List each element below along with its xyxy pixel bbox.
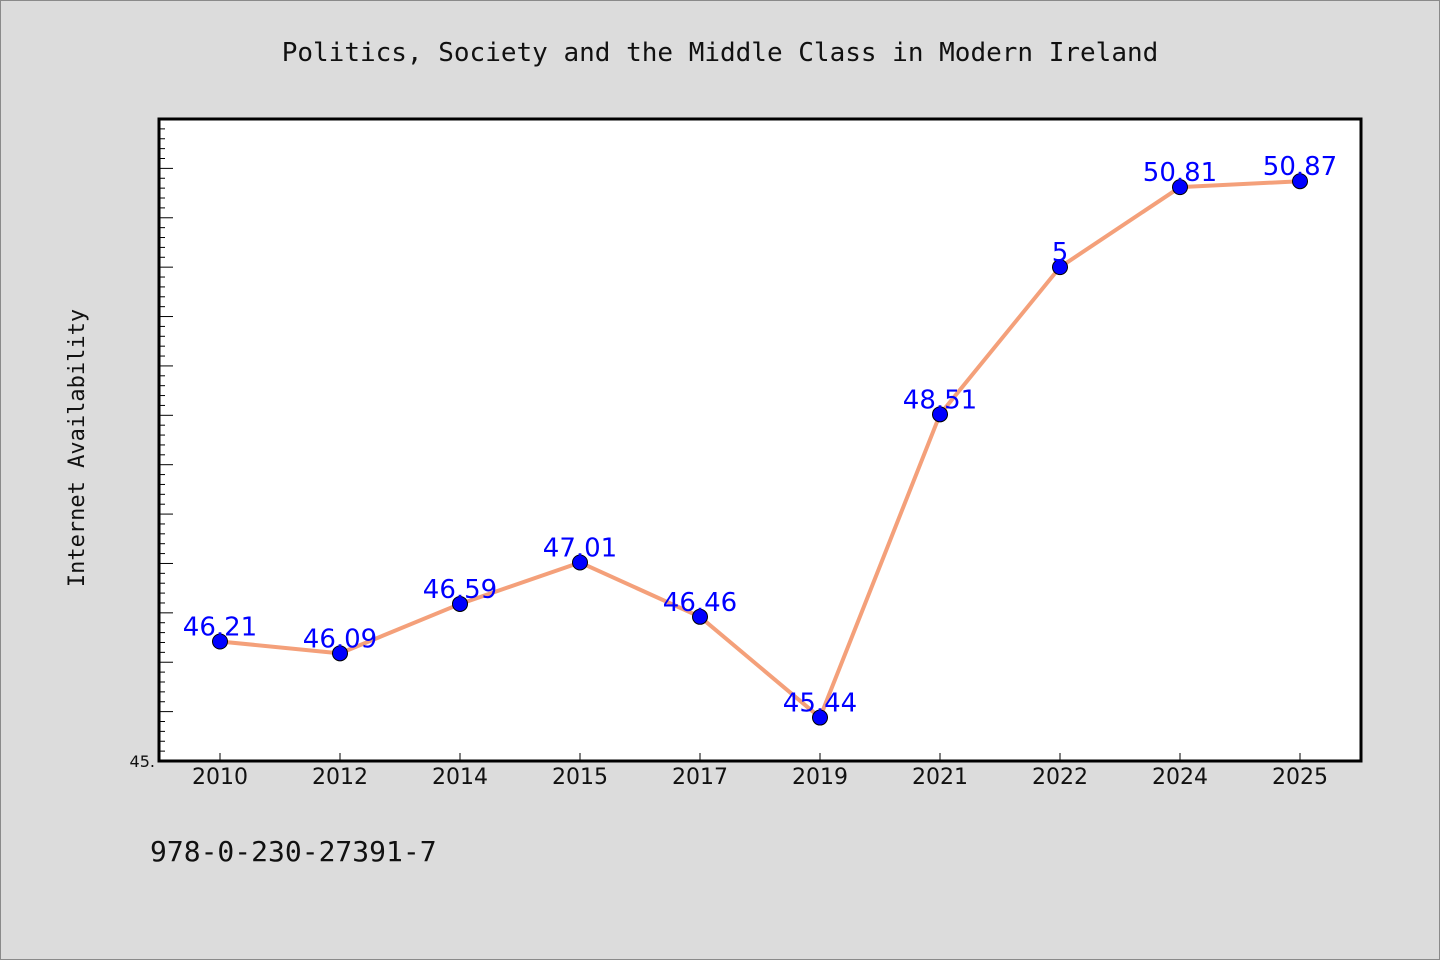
chart-title: Politics, Society and the Middle Class i… — [282, 38, 1159, 68]
data-label: 5 — [1052, 238, 1069, 268]
series-line — [218, 179, 1302, 720]
plot-area — [157, 117, 1363, 763]
x-tick-label: 2014 — [432, 765, 488, 790]
y-tick-label: 45. — [130, 752, 155, 771]
x-tick-label: 2019 — [792, 765, 848, 790]
data-label: 50.81 — [1143, 158, 1217, 188]
isbn-footer: 978-0-230-27391-7 — [150, 835, 437, 868]
series-markers — [212, 173, 1308, 726]
data-point — [332, 645, 348, 662]
x-tick-label: 2010 — [192, 765, 248, 790]
data-label: 50.87 — [1263, 152, 1337, 182]
data-point — [1052, 259, 1068, 276]
data-point — [692, 608, 708, 625]
x-tick-label: 2025 — [1272, 765, 1328, 790]
data-point — [932, 406, 948, 423]
series-polyline — [218, 179, 1302, 720]
data-point — [572, 554, 588, 571]
data-label: 48.51 — [903, 385, 977, 415]
data-labels: 46.21 46.09 46.59 47.01 46.46 45.44 48.51 5 50.8… — [183, 152, 1337, 718]
x-tick-label: 2024 — [1152, 765, 1208, 790]
data-label: 45.44 — [783, 689, 857, 719]
x-tick-label: 2022 — [1032, 765, 1088, 790]
data-point — [452, 595, 468, 612]
data-label: 47.01 — [543, 533, 617, 563]
x-tick-label: 2012 — [312, 765, 368, 790]
y-ticks: 45. — [130, 128, 173, 771]
data-point — [1292, 173, 1308, 190]
y-axis-label: Internet Availability — [65, 309, 90, 587]
data-point — [212, 633, 228, 650]
data-label: 46.59 — [423, 575, 497, 605]
x-tick-label: 2021 — [912, 765, 968, 790]
data-label: 46.09 — [303, 624, 377, 654]
data-point — [1172, 179, 1188, 196]
x-ticks: 2010 2012 2014 2015 2017 2019 2021 2022 2024 2025 — [192, 753, 1328, 790]
data-point — [812, 709, 828, 726]
x-tick-label: 2017 — [672, 765, 728, 790]
data-label: 46.46 — [663, 588, 737, 618]
x-tick-label: 2015 — [552, 765, 608, 790]
data-label: 46.21 — [183, 612, 257, 642]
